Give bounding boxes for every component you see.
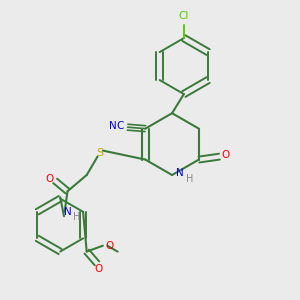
Text: N: N xyxy=(109,121,117,131)
Text: N: N xyxy=(64,207,71,218)
Text: O: O xyxy=(94,264,103,274)
Text: S: S xyxy=(96,148,103,158)
Text: H: H xyxy=(186,174,194,184)
Text: C: C xyxy=(117,121,124,131)
Text: O: O xyxy=(105,241,113,251)
Text: N: N xyxy=(176,168,184,178)
Text: H: H xyxy=(73,212,80,221)
Text: O: O xyxy=(222,150,230,161)
Text: O: O xyxy=(45,174,53,184)
Text: Cl: Cl xyxy=(179,11,189,21)
